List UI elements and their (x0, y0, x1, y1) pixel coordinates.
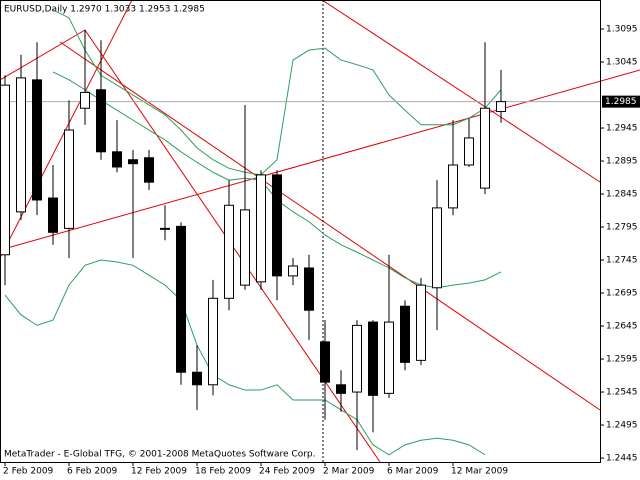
y-tick-label: 1.2745 (606, 256, 638, 266)
candle-body (144, 157, 154, 183)
candle-body (192, 371, 202, 386)
annotation: MetaTrader - E-Global TFG, © 2001-2008 M… (4, 450, 316, 460)
x-tick-label: 6 Mar 2009 (387, 467, 439, 477)
y-tick-label: 1.2445 (606, 454, 638, 464)
candle-body (400, 305, 410, 363)
candle-body (224, 204, 234, 299)
candle-body (48, 197, 58, 233)
y-tick-label: 1.2495 (606, 421, 638, 431)
candle-body (112, 151, 122, 168)
candle-body (368, 321, 378, 396)
current-price-box (602, 95, 640, 108)
x-tick-label: 12 Mar 2009 (451, 467, 508, 477)
candle-body (480, 107, 490, 189)
band-line (4, 259, 486, 456)
candle-body (320, 341, 330, 383)
y-tick-label: 1.2545 (606, 388, 638, 398)
candle-body (240, 209, 250, 286)
candle-body (496, 101, 506, 113)
candle-body (32, 79, 42, 201)
candle-body (416, 284, 426, 361)
candle-body (80, 91, 90, 109)
y-tick-label: 1.2795 (606, 223, 638, 233)
y-tick-label: 1.3095 (606, 25, 638, 35)
x-tick-label: 2 Feb 2009 (3, 467, 54, 477)
candle-body (272, 174, 282, 277)
candle-body (160, 227, 170, 230)
candle-body (96, 89, 106, 153)
candle-body (128, 159, 138, 165)
candle-body (384, 321, 394, 394)
candle-body (352, 324, 362, 393)
x-tick-label: 12 Feb 2009 (131, 467, 187, 477)
candle-body (176, 225, 186, 373)
y-tick-label: 1.2845 (606, 190, 638, 200)
candle-body (448, 164, 458, 209)
candle-body (432, 207, 442, 289)
trendline (59, 41, 601, 411)
trendline (0, 0, 133, 259)
candle-body (208, 297, 218, 386)
trendline (0, 69, 640, 251)
candle-body (256, 174, 266, 283)
candle-body (288, 265, 298, 277)
band-line (52, 9, 502, 176)
y-tick-label: 1.2645 (606, 322, 638, 332)
trendline (0, 29, 86, 81)
x-tick-label: 6 Feb 2009 (67, 467, 118, 477)
candle-body (64, 129, 74, 229)
y-tick-label: 1.3045 (606, 58, 638, 68)
y-tick-label: 1.2895 (606, 157, 638, 167)
candle-body (16, 77, 26, 213)
y-tick-label: 1.2945 (606, 124, 638, 134)
x-tick-label: 24 Feb 2009 (259, 467, 315, 477)
candle-body (304, 267, 314, 311)
candle-body (464, 137, 474, 166)
chart-title: EURUSD,Daily 1.2970 1.3033 1.2953 1.2985 (4, 5, 205, 15)
trendline (321, 0, 601, 183)
candle-body (336, 384, 346, 394)
y-tick-label: 1.2595 (606, 355, 638, 365)
x-tick-label: 18 Feb 2009 (195, 467, 251, 477)
candle-body (0, 84, 10, 256)
x-tick-label: 2 Mar 2009 (323, 467, 375, 477)
y-tick-label: 1.2695 (606, 289, 638, 299)
current-price-label: 1.2985 (605, 97, 637, 107)
